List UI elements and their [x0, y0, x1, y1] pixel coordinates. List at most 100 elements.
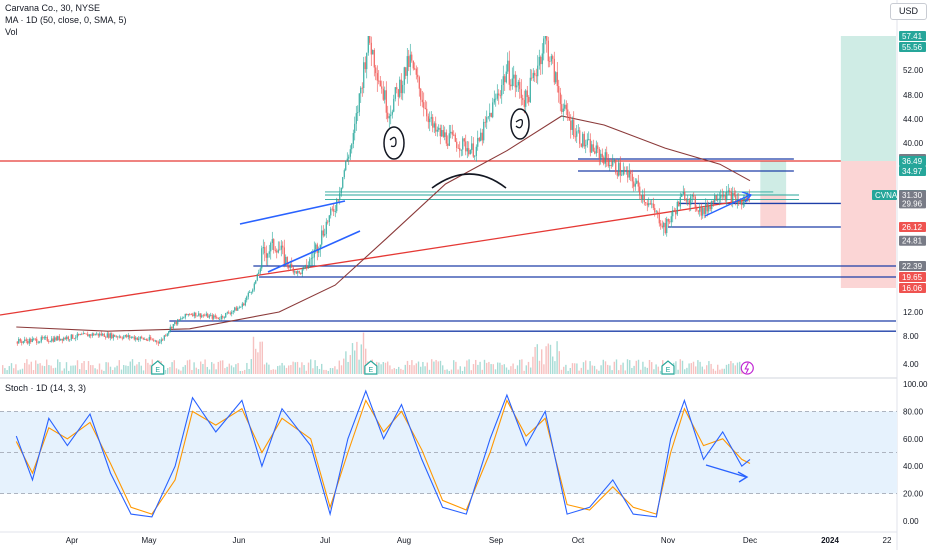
candle-body: [622, 169, 624, 175]
candle-body: [441, 130, 443, 137]
stoch-legend[interactable]: Stoch · 1D (14, 3, 3): [5, 383, 87, 393]
candle-body: [577, 130, 579, 132]
volume-bar: [134, 365, 136, 374]
stoch-axis-tick: 100.00: [903, 380, 928, 389]
candle-body: [85, 333, 87, 335]
candle-body: [514, 74, 516, 88]
volume-bar: [640, 369, 642, 374]
candle-body: [598, 149, 600, 159]
candle-body: [315, 244, 317, 250]
volume-bar: [189, 359, 191, 374]
channel-lower-line: [267, 230, 361, 273]
candle-body: [393, 98, 395, 112]
ma-legend[interactable]: MA · 1D (50, close, 0, SMA, 5): [5, 15, 127, 25]
volume-bar: [527, 361, 530, 374]
volume-bar: [384, 362, 387, 374]
candle-body: [46, 337, 48, 342]
volume-bar: [635, 360, 637, 374]
volume-legend[interactable]: Vol: [5, 27, 18, 37]
candle-body: [462, 138, 464, 150]
volume-bar: [483, 359, 486, 374]
volume-bar: [679, 359, 681, 374]
volume-bar: [345, 351, 347, 374]
candle-body: [421, 99, 423, 103]
volume-bar: [466, 360, 468, 374]
earnings-marker-letter: E: [369, 367, 374, 374]
candle-body: [433, 123, 435, 128]
volume-bar: [642, 361, 644, 374]
volume-bar: [596, 369, 598, 374]
volume-bar: [131, 359, 134, 374]
volume-bar: [549, 344, 552, 374]
candle-body: [726, 191, 728, 201]
candle-body: [229, 313, 231, 315]
symbol-legend[interactable]: Carvana Co., 30, NYSE: [5, 3, 101, 13]
candle-body: [27, 341, 29, 344]
volume-bar: [48, 365, 50, 374]
volume-bar: [343, 358, 345, 374]
candle-body: [153, 339, 155, 341]
volume-bar: [538, 360, 541, 374]
volume-bar: [453, 360, 455, 374]
candle-body: [531, 77, 533, 79]
candle-body: [25, 339, 27, 342]
candle-body: [624, 169, 626, 171]
volume-bar: [290, 365, 292, 374]
volume-bar: [140, 365, 142, 374]
volume-bar: [19, 369, 21, 374]
candle-body: [231, 312, 233, 314]
candle-body: [594, 151, 596, 154]
volume-bar: [296, 361, 299, 374]
volume-bar: [35, 360, 37, 374]
candle-body: [75, 337, 77, 339]
candle-body: [217, 317, 219, 320]
candle-body: [475, 146, 477, 156]
candle-body: [399, 79, 401, 97]
candle-body: [70, 334, 72, 340]
candle-body: [120, 336, 122, 338]
volume-bar: [728, 363, 730, 374]
stoch-band-group: [0, 410, 897, 495]
volume-bar: [534, 347, 536, 374]
candle-body: [381, 86, 383, 89]
candle-body: [544, 36, 546, 39]
candle-body: [78, 333, 80, 336]
currency-button[interactable]: USD: [890, 3, 927, 20]
candle-body: [124, 335, 126, 337]
candle-body: [99, 333, 101, 336]
volume-bar: [241, 370, 244, 374]
candle-body: [63, 337, 65, 341]
candle-body: [187, 314, 189, 316]
price-tag-24.81: [899, 235, 926, 246]
candle-body: [157, 342, 159, 344]
volume-bar: [360, 344, 362, 374]
volume-bar: [219, 360, 222, 374]
candle-body: [436, 129, 438, 132]
candle-body: [259, 268, 261, 273]
candle-body: [211, 314, 213, 319]
volume-bar: [602, 359, 604, 374]
volume-bar: [431, 359, 433, 374]
candle-body: [663, 222, 665, 228]
candle-body: [139, 336, 141, 339]
volume-bar: [37, 363, 39, 374]
candle-body: [568, 117, 570, 121]
candle-body: [459, 148, 461, 151]
candle-body: [337, 199, 339, 201]
volume-bar: [173, 360, 175, 374]
scribble-right: [515, 118, 524, 129]
volume-bar: [681, 360, 684, 374]
volume-bar: [710, 363, 712, 374]
volume-bar: [336, 369, 338, 374]
candle-body: [466, 148, 468, 152]
candle-body: [171, 326, 173, 329]
candle-body: [405, 67, 407, 76]
candle-body: [112, 334, 114, 339]
candle-body: [727, 190, 729, 192]
candle-body: [82, 333, 84, 335]
candle-body: [543, 38, 545, 54]
candle-body: [301, 269, 303, 275]
candle-body: [30, 339, 32, 342]
volume-bar: [391, 369, 393, 374]
